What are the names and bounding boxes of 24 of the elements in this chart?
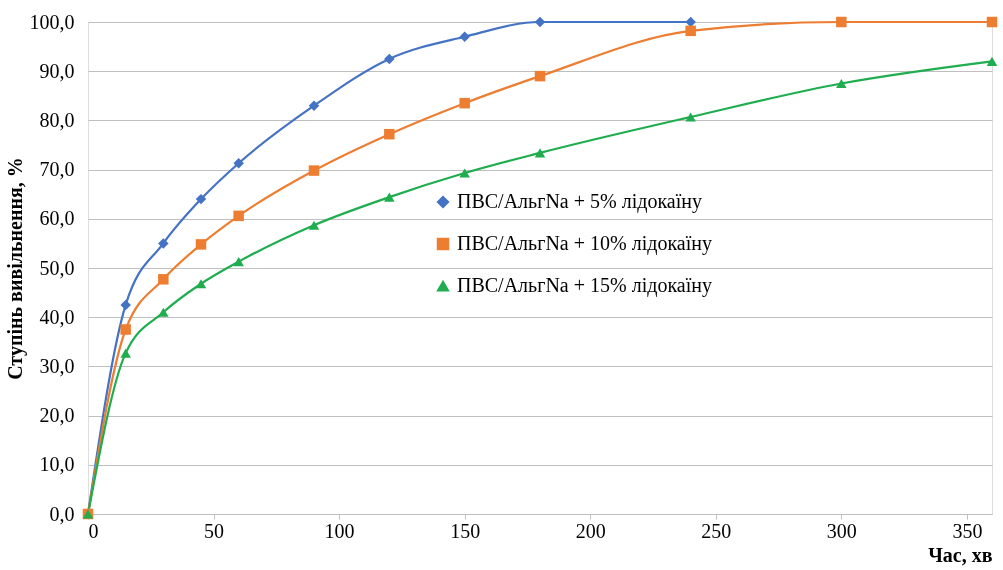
y-tick-label: 90,0: [39, 59, 75, 82]
x-tick-label: 350: [952, 519, 983, 542]
y-tick-label: 0,0: [49, 502, 75, 525]
legend-label: ПВС/АльгNa + 10% лідокаїну: [457, 232, 712, 255]
legend-label: ПВС/АльгNa + 15% лідокаїну: [457, 274, 712, 297]
x-tick-label: 50: [204, 519, 225, 542]
y-tick-label: 30,0: [39, 354, 75, 377]
x-tick-label: 150: [450, 519, 481, 542]
y-tick-label: 20,0: [39, 404, 75, 427]
y-tick-label: 80,0: [39, 108, 75, 131]
y-tick-label: 100,0: [29, 10, 75, 33]
y-tick-label: 10,0: [39, 453, 75, 476]
legend-label: ПВС/АльгNa + 5% лідокаїну: [457, 190, 702, 213]
x-tick-label: 0: [88, 519, 99, 542]
y-tick-label: 50,0: [39, 256, 75, 279]
y-tick-label: 70,0: [39, 158, 75, 181]
x-tick-label: 200: [575, 519, 606, 542]
x-tick-label: 250: [701, 519, 732, 542]
x-tick-label: 100: [324, 519, 355, 542]
x-tick-label: 300: [826, 519, 857, 542]
y-tick-label: 60,0: [39, 207, 75, 230]
x-axis-title: Час, хв: [928, 543, 993, 566]
y-tick-label: 40,0: [39, 305, 75, 328]
y-axis-title: Ступінь вивільнення, %: [3, 157, 27, 380]
